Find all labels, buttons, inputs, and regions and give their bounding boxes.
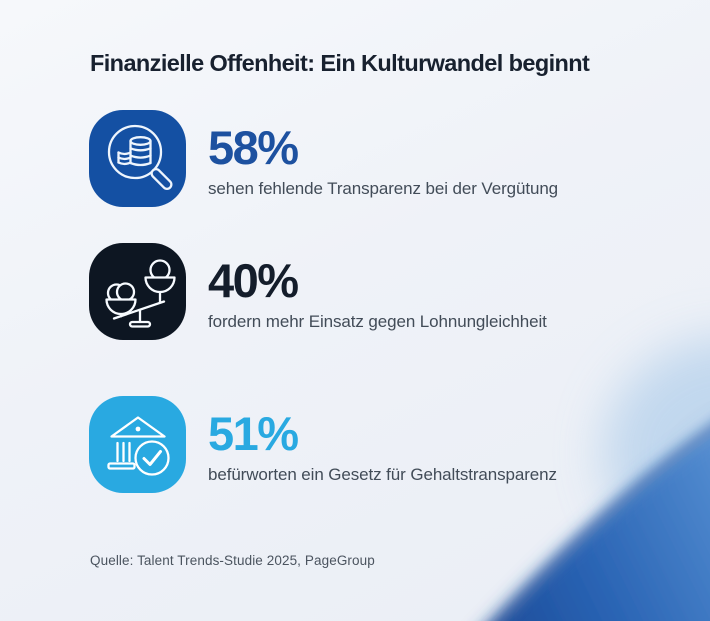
magnifier-coins-icon	[89, 110, 186, 207]
stat-value: 40%	[208, 254, 299, 307]
stat-description: fordern mehr Einsatz gegen Lohnungleichh…	[208, 312, 547, 331]
stat-row-transparency-law: 51% befürworten ein Gesetz für Gehaltstr…	[89, 396, 557, 493]
stat-text-block: 58% sehen fehlende Transparenz bei der V…	[208, 124, 558, 207]
page-title: Finanzielle Offenheit: Ein Kulturwandel …	[90, 50, 590, 76]
bank-checkmark-icon	[89, 396, 186, 493]
stat-row-pay-inequality: 40% fordern mehr Einsatz gegen Lohnungle…	[89, 243, 547, 340]
swoosh-edge-line	[496, 427, 710, 621]
stat-text-block: 51% befürworten ein Gesetz für Gehaltstr…	[208, 410, 557, 493]
unbalanced-scale-icon	[89, 243, 186, 340]
stat-description: befürworten ein Gesetz für Gehaltstransp…	[208, 465, 557, 484]
stat-value: 51%	[208, 407, 299, 460]
stat-description: sehen fehlende Transparenz bei der Vergü…	[208, 179, 559, 198]
source-text: Quelle: Talent Trends-Studie 2025, PageG…	[90, 553, 375, 568]
stat-value: 58%	[208, 121, 299, 174]
stat-text-block: 40% fordern mehr Einsatz gegen Lohnungle…	[208, 257, 547, 340]
stat-row-pay-transparency: 58% sehen fehlende Transparenz bei der V…	[89, 110, 558, 207]
